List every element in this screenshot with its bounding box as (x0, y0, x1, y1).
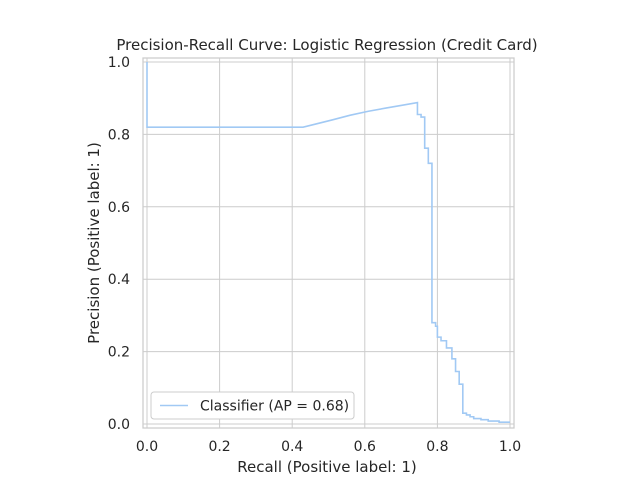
x-tick-labels: 0.0 0.2 0.4 0.6 0.8 1.0 (136, 439, 521, 455)
x-tick-label: 0.8 (426, 439, 448, 455)
y-tick-labels: 0.0 0.2 0.4 0.6 0.8 1.0 (108, 55, 130, 433)
x-tick-label: 1.0 (499, 439, 521, 455)
legend-label: Classifier (AP = 0.68) (200, 399, 349, 415)
x-axis-label: Recall (Positive label: 1) (237, 458, 416, 476)
x-tick-label: 0.2 (208, 439, 230, 455)
y-tick-label: 0.0 (108, 417, 130, 433)
y-axis-label: Precision (Positive label: 1) (85, 142, 103, 344)
series-line-0 (146, 62, 510, 423)
plot-frame (142, 57, 515, 429)
y-tick-label: 0.8 (108, 127, 130, 143)
y-tick-label: 1.0 (108, 55, 130, 71)
x-tick-label: 0.0 (136, 439, 158, 455)
plot-area-background (143, 58, 514, 428)
y-tick-label: 0.4 (108, 272, 130, 288)
x-tick-label: 0.6 (354, 439, 376, 455)
legend: Classifier (AP = 0.68) (150, 391, 355, 420)
grid-lines (143, 58, 514, 428)
data-series-layer (146, 62, 510, 423)
chart-title: Precision-Recall Curve: Logistic Regress… (116, 36, 537, 54)
y-tick-label: 0.6 (108, 200, 130, 216)
legend-box (150, 391, 355, 420)
x-tick-label: 0.4 (281, 439, 303, 455)
y-tick-label: 0.2 (108, 345, 130, 361)
